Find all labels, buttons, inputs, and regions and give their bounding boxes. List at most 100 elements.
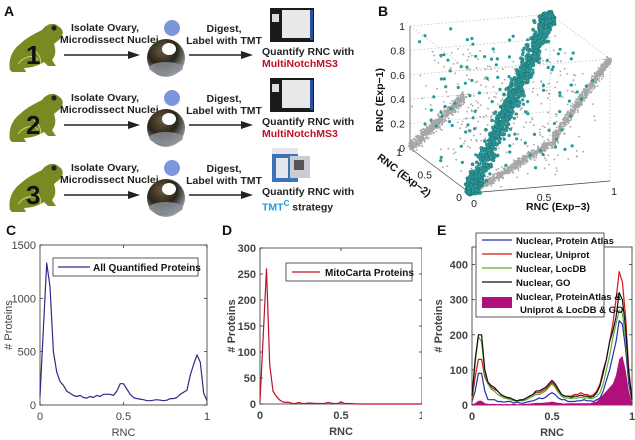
scatter-point-gray [419,130,422,132]
series-line [471,309,633,403]
scatter-point-gray [587,88,590,91]
step-isolate-line: Isolate Ovary, [70,162,140,174]
scatter-point-gray [555,115,558,118]
frog-icon: 1 [9,23,63,72]
scatter-point-gray [581,100,583,103]
scatter-point-gray [555,113,558,116]
scatter-point-gray [590,85,593,88]
scatter-point-gray [431,130,434,133]
scatter-point-gray [429,104,432,106]
scatter-point-gray [564,52,567,54]
scatter-point-gray [450,113,453,115]
step-digest-line: Digest, [206,163,242,175]
scatter-point-gray [454,151,457,154]
scatter-point-teal [444,85,448,89]
scatter-point-gray [601,64,604,66]
scatter-point-gray [487,79,490,82]
y-tick-label: 0 [250,399,256,411]
scatter-point-gray [535,153,538,156]
scatter-point-teal [468,174,472,179]
scatter-point-gray [546,138,549,141]
scatter-point-teal [456,85,460,90]
scatter-point-gray [433,54,435,57]
scatter-point-teal [506,112,511,116]
scatter-point-teal [514,68,519,73]
scatter-point-gray [547,154,549,157]
scatter-point-teal [567,99,571,103]
scatter-point-gray [509,165,511,168]
scatter-point-teal [512,75,517,80]
scatter-point-teal [491,125,495,130]
scatter-point-gray [492,173,494,176]
scatter-point-gray [602,71,604,74]
scatter-point-gray [568,112,570,115]
step-isolate-line: Isolate Ovary, [70,92,140,104]
scatter-point-gray [463,100,465,103]
scatter-point-gray [577,109,579,112]
scatter-point-gray [501,172,504,175]
step-digest-line: Label with TMT [186,175,262,187]
scatter-point-gray [512,164,514,167]
scatter-point-teal [442,53,446,57]
scatter-point-teal [553,145,558,149]
scatter-point-teal [494,123,498,128]
scatter-point-gray [540,102,543,105]
scatter-point-gray [432,120,435,123]
scatter-point-gray [554,129,557,131]
scatter-point-gray [409,141,412,143]
scatter-point-teal [551,65,555,69]
scatter-point-teal [484,142,489,147]
scatter-point-gray [411,105,414,108]
scatter-point-gray [521,107,523,110]
scatter-point-teal [429,108,433,112]
scatter-point-gray [534,150,537,153]
scatter-point-gray [443,111,446,114]
scatter-point-gray [489,65,491,68]
scatter-point-gray [450,51,453,54]
instrument-display [272,84,279,92]
scatter-point-teal [531,68,535,72]
frog-eye [51,95,57,101]
sphere-reflection [149,202,183,214]
grid-line [409,38,551,51]
scatter-point-gray [555,133,558,136]
y-tick-label: 1500 [12,240,36,252]
scatter-point-teal [514,85,519,89]
scatter-point-gray [430,133,432,136]
scatter-point-gray [497,179,500,182]
scatter-point-gray [581,72,584,75]
scatter-point-gray [574,74,577,77]
scatter-point-gray [609,62,612,65]
legend-label: Uniprot & LocDB & GO [520,305,623,316]
scatter-point-teal [550,68,554,72]
frog-eye [51,165,57,171]
scatter-point-gray [574,101,576,103]
scatter-point-gray [454,72,457,75]
scatter-point-gray [460,123,463,126]
series-line [259,268,422,405]
scatter-point-gray [452,114,454,116]
scatter-point-gray [477,120,480,123]
scatter-point-teal [504,163,508,167]
scatter-point-gray [508,167,510,170]
scatter-point-gray [500,185,502,188]
scatter-point-teal [519,56,523,61]
scatter-point-gray [516,157,519,160]
scatter-point-gray [554,86,556,89]
scatter-point-gray [464,140,466,143]
method-line: MultiNotchMS3 [262,128,354,140]
scatter-point-teal [556,52,560,56]
scatter-point-gray [521,156,524,159]
scatter-point-gray [576,155,578,158]
scatter-point-gray [553,131,555,134]
scatter-point-gray [432,127,434,130]
panel-letter-e: E [437,222,447,238]
scatter-point-gray [447,107,450,110]
scatter-point-teal [479,166,483,171]
scatter-point-gray [497,175,500,177]
scatter-point-gray [526,172,529,175]
scatter-point-gray [532,87,535,90]
scatter-point-gray [501,97,504,100]
scatter-point-gray [497,172,499,174]
scatter-point-gray [554,173,557,176]
